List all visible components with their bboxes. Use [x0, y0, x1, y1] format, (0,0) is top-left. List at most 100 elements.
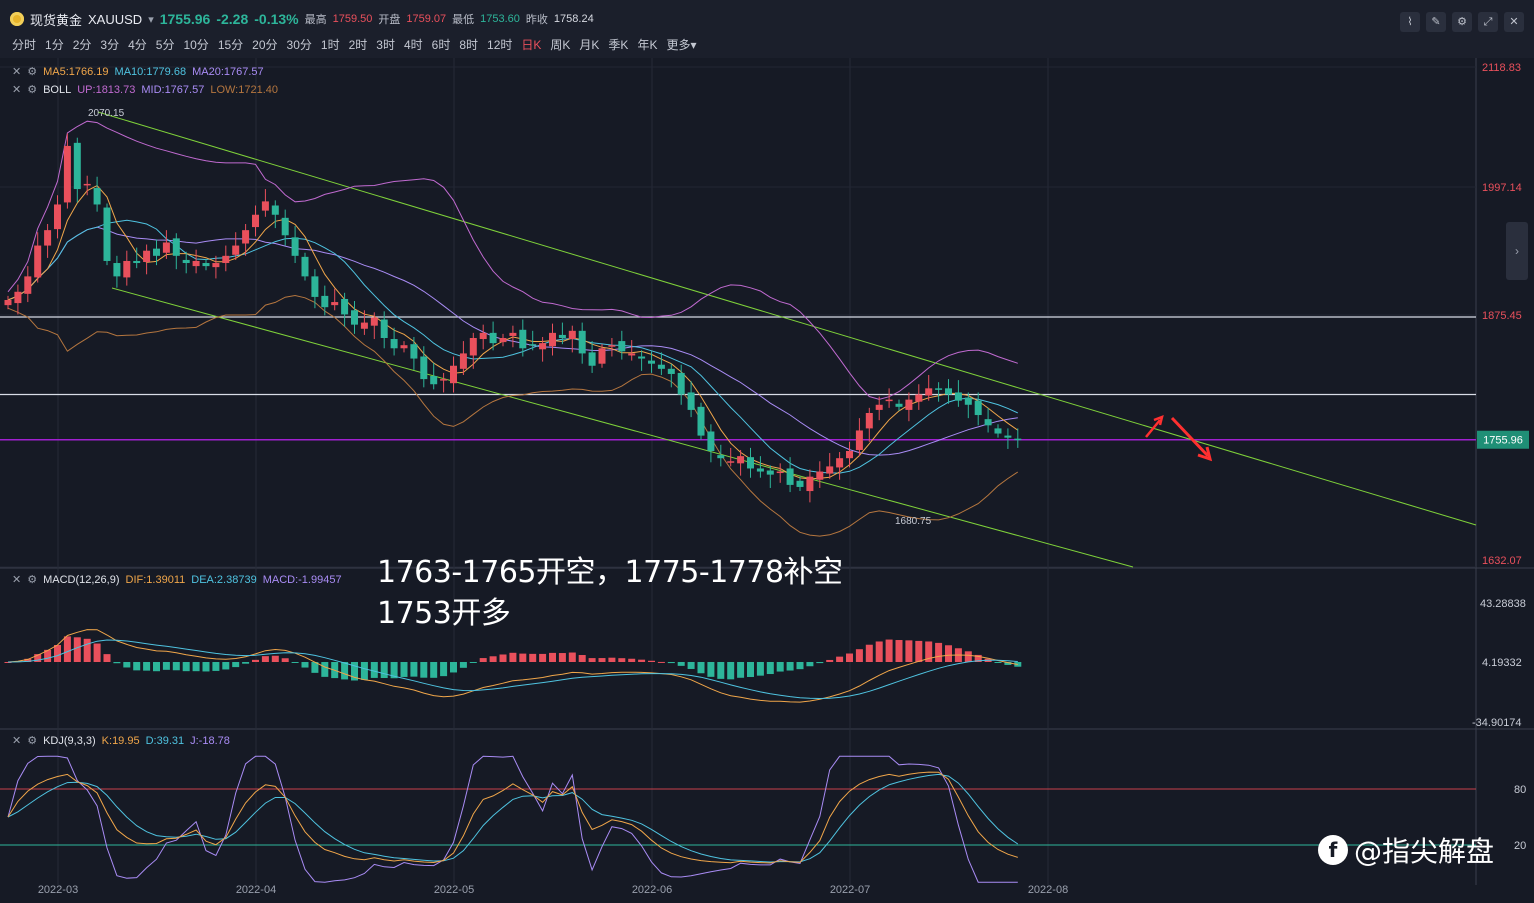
candle-body: [172, 238, 180, 256]
price-tick-label: 1632.07: [1482, 555, 1522, 567]
close-icon[interactable]: ✕: [12, 735, 22, 747]
symbol-name[interactable]: 现货黄金: [30, 12, 83, 28]
macd-histogram-bar: [687, 662, 695, 669]
fullscreen-icon[interactable]: ⤢: [1478, 12, 1498, 32]
macd-histogram-bar: [172, 662, 180, 671]
line-chart-icon[interactable]: ⌇: [1400, 12, 1420, 32]
macd-histogram-bar: [281, 658, 289, 662]
symbol-code[interactable]: XAUUSD: [88, 11, 143, 27]
draw-pen-icon[interactable]: ✎: [1426, 12, 1446, 32]
candle-body: [341, 298, 349, 315]
candle-body: [261, 201, 269, 211]
period-tab-3[interactable]: 3分: [100, 38, 120, 52]
period-tab-20[interactable]: 季K: [608, 38, 629, 52]
candle-body: [648, 360, 655, 364]
macd-histogram-bar: [63, 636, 71, 662]
open-label: 开盘: [378, 14, 401, 26]
candle-body: [806, 476, 814, 492]
gear-icon[interactable]: ⚙: [27, 574, 38, 586]
period-tab-2[interactable]: 2分: [72, 38, 92, 52]
candle-body: [766, 470, 774, 475]
macd-histogram-bar: [964, 651, 972, 662]
macd-histogram-bar: [123, 662, 131, 668]
kdj-d-line: [7, 773, 1019, 863]
candle-body: [875, 404, 883, 410]
boll-up: UP:1813.73: [77, 83, 136, 96]
period-tab-4[interactable]: 4分: [128, 38, 147, 52]
toolbar-buttons: ⌇ ✎ ⚙ ⤢ ✕: [1400, 12, 1524, 32]
gear-icon[interactable]: ⚙: [27, 66, 38, 78]
candle-body: [568, 330, 576, 340]
price-change-pct: -0.13%: [254, 11, 299, 27]
macd-histogram-bar: [479, 658, 487, 662]
period-tab-14[interactable]: 6时: [431, 38, 451, 52]
macd-histogram-bar: [271, 655, 279, 662]
macd-histogram-bar: [103, 654, 111, 662]
period-tab-5[interactable]: 5分: [155, 38, 175, 52]
period-tab-13[interactable]: 4时: [403, 38, 423, 52]
period-tab-12[interactable]: 3时: [376, 38, 395, 52]
candle-body: [846, 450, 853, 459]
candle-body: [974, 400, 982, 416]
period-tab-10[interactable]: 1时: [320, 38, 340, 52]
kdj-k-line: [7, 771, 1018, 864]
macd-histogram-bar: [588, 658, 596, 662]
macd-histogram-bar: [4, 662, 12, 663]
candle-body: [499, 338, 507, 343]
macd-histogram-bar: [756, 662, 764, 676]
settings-icon[interactable]: ⚙: [1452, 12, 1472, 32]
trade-note-line1: 1763-1765开空，1775-1778补空: [377, 555, 843, 590]
macd-histogram-bar: [44, 649, 52, 662]
period-tab-22[interactable]: 更多▾: [666, 38, 697, 52]
candle-body: [954, 392, 962, 401]
period-tab-21[interactable]: 年K: [637, 38, 658, 52]
period-tab-16[interactable]: 12时: [487, 38, 513, 52]
period-tab-18[interactable]: 周K: [550, 38, 571, 52]
close-icon[interactable]: ✕: [1504, 12, 1524, 32]
period-tab-7[interactable]: 15分: [217, 38, 244, 52]
close-icon[interactable]: ✕: [12, 84, 22, 96]
macd-histogram-bar: [519, 653, 527, 662]
macd-histogram-bar: [806, 662, 814, 667]
candle-body: [578, 330, 586, 354]
candle-body: [1004, 435, 1012, 438]
period-tab-19[interactable]: 月K: [579, 38, 600, 52]
candle-body: [153, 248, 160, 256]
macd-histogram-bar: [796, 662, 804, 670]
macd-histogram-bar: [311, 662, 319, 673]
candle-body: [222, 255, 230, 264]
period-tab-8[interactable]: 20分: [252, 38, 278, 52]
macd-histogram-bar: [93, 643, 101, 662]
kdj-d: D:39.31: [145, 734, 185, 747]
gear-icon[interactable]: ⚙: [27, 84, 38, 96]
up-arrow: [1145, 419, 1161, 438]
period-tab-17[interactable]: 日K: [521, 38, 542, 52]
candle-body: [380, 319, 388, 339]
candle-body: [549, 332, 556, 347]
close-icon[interactable]: ✕: [12, 574, 22, 586]
period-tab-15[interactable]: 8时: [459, 38, 479, 52]
macd-histogram-bar: [192, 662, 200, 672]
close-icon[interactable]: ✕: [12, 66, 22, 78]
period-tab-1[interactable]: 1分: [45, 38, 64, 52]
x-tick-label: 2022-04: [236, 884, 276, 896]
candle-body: [816, 471, 824, 480]
period-tab-9[interactable]: 30分: [286, 38, 312, 52]
macd-histogram-bar: [301, 662, 309, 668]
boll-low: LOW:1721.40: [210, 83, 279, 96]
candle-body: [93, 188, 101, 205]
kdj-name: KDJ(9,3,3): [43, 734, 96, 747]
period-tab-6[interactable]: 10分: [183, 38, 209, 52]
kdj-legend: ✕ ⚙ KDJ(9,3,3) K:19.95 D:39.31 J:-18.78: [12, 734, 230, 748]
side-panel-toggle[interactable]: ›: [1506, 222, 1528, 280]
period-tab-11[interactable]: 2时: [348, 38, 368, 52]
symbol-dropdown-icon[interactable]: ▾: [148, 13, 154, 26]
candle-body: [707, 431, 715, 451]
candle-body: [519, 329, 527, 349]
period-tab-0[interactable]: 分时: [12, 38, 37, 52]
macd-histogram-bar: [430, 662, 438, 678]
gear-icon[interactable]: ⚙: [27, 735, 38, 747]
candle-body: [489, 332, 497, 344]
macd-dif: DIF:1.39011: [125, 573, 186, 586]
